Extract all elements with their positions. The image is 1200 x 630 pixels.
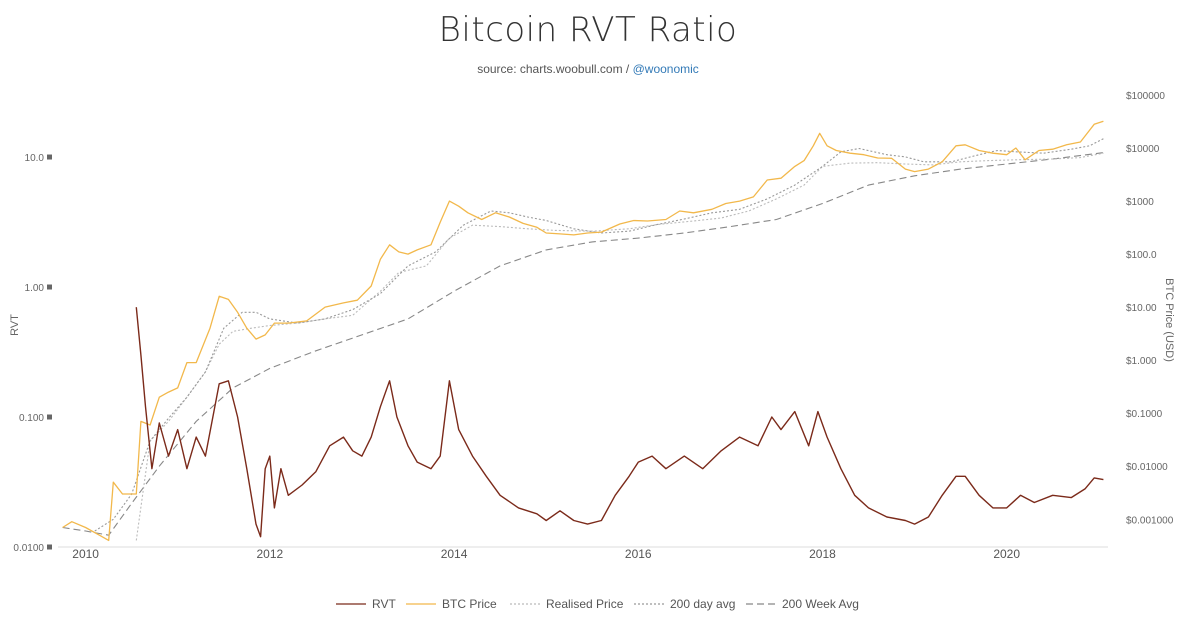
left-tick-label: 0.0100 xyxy=(13,543,44,554)
x-tick-label: 2018 xyxy=(809,547,836,561)
chart-title: Bitcoin RVT Ratio xyxy=(438,10,738,50)
chart-subtitle: source: charts.woobull.com / @woonomic xyxy=(0,62,1176,76)
right-tick-label: $0.01000 xyxy=(1126,462,1168,473)
right-tick-label: $10000 xyxy=(1126,144,1160,155)
x-tick-label: 2020 xyxy=(993,547,1020,561)
left-tick-mark xyxy=(47,284,52,290)
legend-label: 200 day avg xyxy=(670,597,735,611)
y-axis-title-right: BTC Price (USD) xyxy=(1163,278,1175,362)
series-line-200-week-avg xyxy=(62,152,1104,536)
source-handle-link[interactable]: @woonomic xyxy=(632,62,699,76)
legend-item-btc-price[interactable]: BTC Price xyxy=(406,597,497,611)
legend-item-realised-price[interactable]: Realised Price xyxy=(510,597,624,611)
left-axis: 0.0100 0.100 1.00 10.0 xyxy=(13,153,52,554)
legend-label: RVT xyxy=(372,597,396,611)
legend-label: BTC Price xyxy=(442,597,497,611)
left-tick-label: 0.100 xyxy=(19,413,44,424)
left-tick-mark xyxy=(47,544,52,550)
x-axis: 2010 2012 2014 2016 2018 2020 xyxy=(58,546,1108,561)
legend-label: 200 Week Avg xyxy=(782,597,859,611)
series-line-realised-price xyxy=(135,152,1104,541)
left-tick-mark xyxy=(47,414,52,420)
right-tick-label: $0.001000 xyxy=(1126,515,1174,526)
x-tick-label: 2014 xyxy=(441,547,468,561)
y-axis-title-left: RVT xyxy=(9,314,21,336)
legend: RVT BTC Price Realised Price 200 day avg 200… xyxy=(336,597,859,611)
series-line-200-day-avg xyxy=(94,138,1104,532)
x-tick-label: 2010 xyxy=(72,547,99,561)
right-tick-label: $100000 xyxy=(1126,91,1165,102)
left-tick-mark xyxy=(47,154,52,160)
source-text: source: charts.woobull.com / xyxy=(477,62,633,76)
right-tick-label: $100.0 xyxy=(1126,250,1157,261)
series-line-rvt xyxy=(135,307,1104,538)
legend-label: Realised Price xyxy=(546,597,624,611)
legend-item-200-week-avg[interactable]: 200 Week Avg xyxy=(746,597,859,611)
right-tick-label: $1000 xyxy=(1126,197,1154,208)
series-line-btc-price xyxy=(62,120,1104,542)
left-tick-label: 1.00 xyxy=(25,283,45,294)
x-tick-label: 2016 xyxy=(625,547,652,561)
right-tick-label: $1.000 xyxy=(1126,356,1157,367)
right-tick-label: $0.1000 xyxy=(1126,409,1163,420)
right-axis: $0.001000 $0.01000 $0.1000 $1.000 $10.00 $100… xyxy=(1126,91,1174,526)
right-tick-label: $10.00 xyxy=(1126,303,1157,314)
left-tick-label: 10.0 xyxy=(25,153,45,164)
legend-item-200-day-avg[interactable]: 200 day avg xyxy=(634,597,735,611)
x-tick-label: 2012 xyxy=(256,547,283,561)
legend-item-rvt[interactable]: RVT xyxy=(336,597,396,611)
plot-lines xyxy=(62,120,1104,542)
